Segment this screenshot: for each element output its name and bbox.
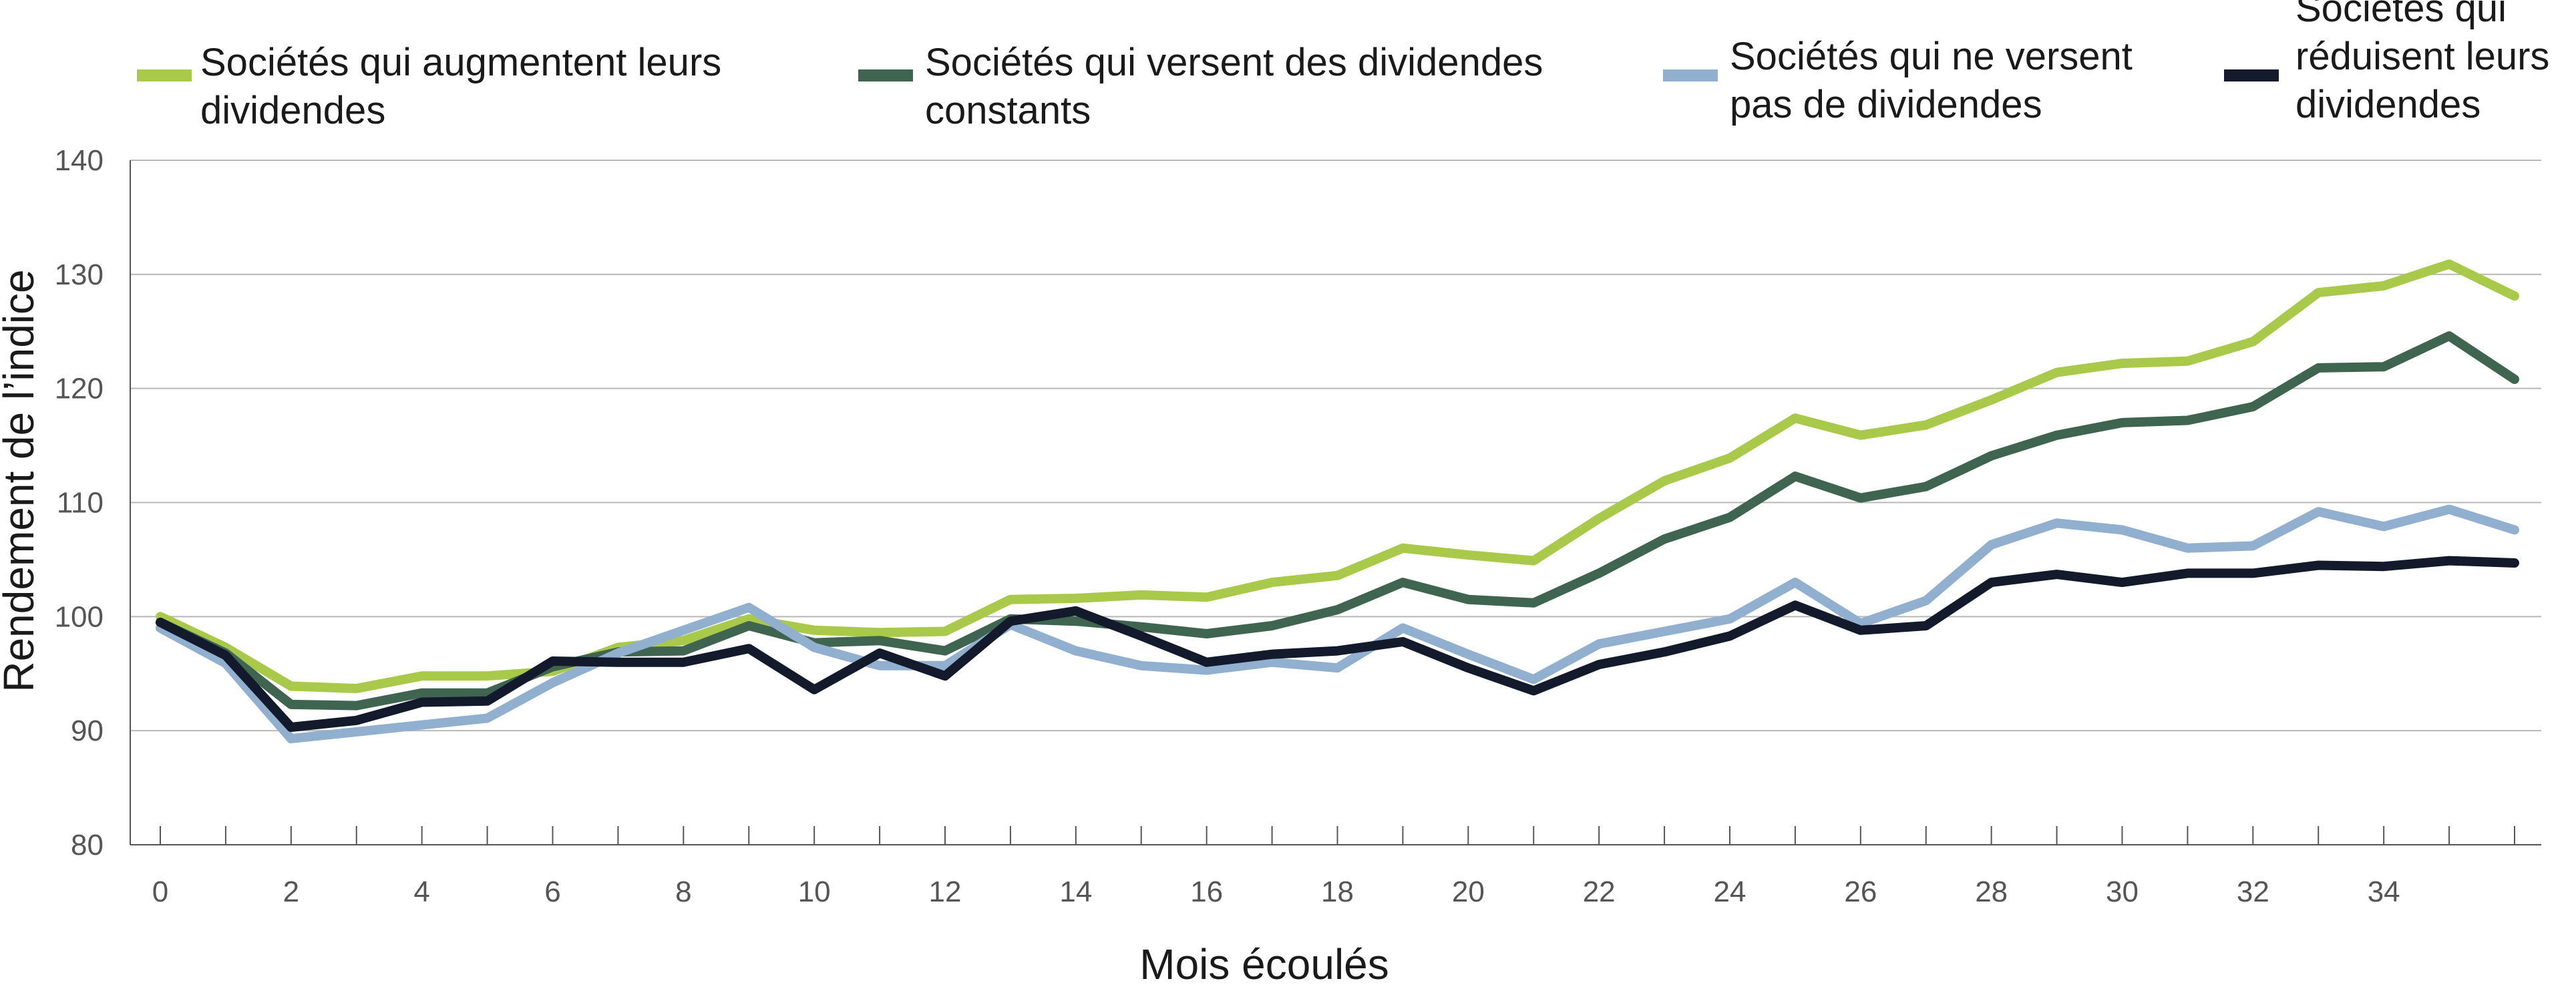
legend-swatch-2 <box>858 69 913 81</box>
series-line-3 <box>156 504 2519 744</box>
x-tick-label: 16 <box>1190 875 1223 908</box>
x-tick-label: 14 <box>1059 875 1092 908</box>
legend-label-1: dividendes <box>200 89 385 132</box>
x-tick-label: 10 <box>798 875 831 908</box>
x-axis-title: Mois écoulés <box>1139 940 1389 985</box>
legend-label-2: Sociétés qui versent des dividendes <box>925 41 1543 84</box>
x-tick-label: 4 <box>413 875 429 908</box>
legend-label-4: dividendes <box>2295 83 2480 126</box>
series-line-4 <box>156 556 2519 732</box>
x-tick-label: 26 <box>1844 875 1877 908</box>
legend-label-1: Sociétés qui augmentent leurs <box>200 41 721 84</box>
legend-swatch-4 <box>2224 69 2279 81</box>
legend-label-4: Sociétés qui <box>2295 0 2507 30</box>
y-tick-label: 140 <box>55 144 104 177</box>
x-tick-label: 6 <box>544 875 560 908</box>
x-tick-label: 20 <box>1452 875 1485 908</box>
series-lines <box>156 259 2519 744</box>
x-tick-label: 34 <box>2368 875 2400 908</box>
series-line-2 <box>156 331 2519 711</box>
y-tick-label: 80 <box>71 829 104 861</box>
legend-label-2: constants <box>925 89 1091 132</box>
y-tick-label: 120 <box>55 373 104 405</box>
legend-label-3: pas de dividendes <box>1730 83 2042 126</box>
x-tick-label: 24 <box>1714 875 1746 908</box>
legend: Sociétés qui augmentent leurs dividendes S… <box>137 0 2549 132</box>
x-tick-label: 22 <box>1583 875 1616 908</box>
y-tick-label: 130 <box>55 258 104 291</box>
y-tick-label: 100 <box>55 600 104 633</box>
x-tick-label: 0 <box>152 875 168 908</box>
y-tick-label: 110 <box>57 487 104 520</box>
legend-label-3: Sociétés qui ne versent <box>1730 35 2133 78</box>
x-tick-label: 2 <box>283 875 299 908</box>
x-tick-label: 8 <box>675 875 691 908</box>
legend-swatch-1 <box>137 69 192 81</box>
legend-label-4: réduisent leurs <box>2295 35 2549 78</box>
x-tick-label: 32 <box>2237 875 2269 908</box>
gridlines <box>130 160 2541 732</box>
x-tick-label: 30 <box>2106 875 2139 908</box>
y-axis-title: Rendement de l’indice <box>0 269 43 692</box>
series-line-1 <box>156 259 2519 693</box>
x-tick-label: 12 <box>929 875 962 908</box>
y-tick-label: 90 <box>71 715 104 747</box>
x-tick-label: 18 <box>1321 875 1354 908</box>
x-tick-label: 28 <box>1975 875 2008 908</box>
legend-swatch-3 <box>1663 69 1718 81</box>
